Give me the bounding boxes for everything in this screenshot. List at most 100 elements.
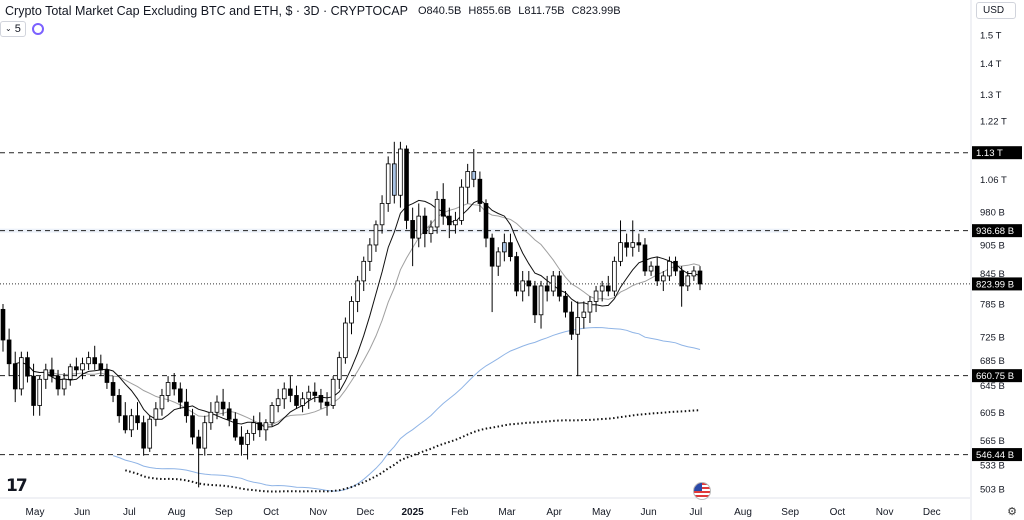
indicator-circle-icon[interactable] [31, 23, 44, 35]
candle [116, 388, 122, 423]
y-tick-label: 605 B [980, 408, 1005, 419]
time-axis[interactable]: May Jun Jul Aug Sep Oct Nov Dec 2025 Feb Mar Apr May… [0, 497, 970, 518]
candle-body [453, 220, 458, 226]
candle [159, 388, 165, 416]
symbol-title[interactable]: Crypto Total Market Cap Excluding BTC an… [5, 4, 408, 18]
level-tag-label: 546.44 B [976, 450, 1014, 461]
candle-body [245, 433, 250, 445]
candle-body [31, 375, 36, 406]
settings-gear-icon[interactable]: ⚙ [1007, 506, 1017, 518]
candle [667, 256, 672, 281]
candle-body [654, 265, 660, 282]
y-tick-label: 905 B [980, 240, 1005, 251]
candle [147, 415, 153, 452]
candle-body [269, 405, 275, 424]
candle-body [184, 401, 189, 417]
candle-body [502, 242, 507, 253]
candle-body [404, 148, 409, 221]
candle-body [135, 415, 140, 424]
candle [428, 220, 434, 243]
y-tick-label: 685 B [980, 356, 1005, 367]
candle [19, 351, 24, 396]
candle-body [447, 215, 452, 226]
candle-body [471, 171, 477, 180]
candle-body [275, 398, 281, 406]
candle-body [667, 260, 672, 277]
candle-body [508, 242, 513, 257]
open-value: O840.5B [417, 5, 462, 17]
candle-body [618, 242, 623, 262]
x-tick-label: Jun [74, 507, 90, 518]
candle [526, 271, 532, 297]
candle-body [691, 270, 697, 277]
candle [661, 271, 666, 292]
candle-body [367, 244, 373, 262]
candle [343, 317, 348, 364]
candle [257, 412, 263, 438]
y-tick-label: 565 B [980, 436, 1005, 447]
candle-body [141, 422, 146, 449]
candle [294, 385, 299, 409]
candle [202, 415, 208, 456]
candles [0, 141, 703, 488]
candle [392, 141, 397, 204]
candle [336, 351, 342, 389]
candle-body [67, 366, 73, 380]
candle [153, 402, 159, 427]
interval-selector[interactable]: ⌄ 5 [0, 21, 26, 37]
candle [379, 195, 385, 234]
candle-body [648, 265, 654, 272]
candle [86, 351, 91, 370]
candle-body [336, 357, 342, 380]
candle-body [178, 388, 183, 403]
candle-body [483, 203, 489, 239]
candle [471, 149, 477, 188]
candle-body [306, 391, 311, 400]
candle [55, 369, 61, 396]
candle-body [233, 418, 238, 438]
candle-body [355, 280, 360, 302]
candle-body [343, 322, 348, 359]
candle [495, 247, 501, 276]
currency-selector[interactable]: USD [976, 2, 1016, 19]
candle-body [593, 290, 599, 302]
candle-body [55, 375, 61, 390]
candle-body [19, 357, 24, 390]
close-value: C823.99B [571, 5, 621, 17]
candle-body [489, 237, 495, 267]
candle-body [61, 378, 67, 390]
price-axis[interactable]: 1.5 T 1.4 T 1.3 T 1.22 T 1.06 T 980 B 905 B 845… [970, 0, 1022, 520]
candle-body [196, 436, 201, 449]
candle-body [104, 369, 110, 383]
candle [593, 285, 599, 313]
candle [300, 392, 305, 413]
candle-body [673, 260, 678, 272]
candle [184, 388, 189, 423]
candle-body [226, 408, 232, 420]
candle-body [569, 311, 574, 335]
low-value: L811.75B [518, 5, 565, 17]
tradingview-logo-icon[interactable]: 17 [6, 476, 28, 496]
candle-body [361, 260, 367, 282]
candle [361, 256, 367, 292]
level-tag [972, 224, 1022, 238]
candle [550, 271, 556, 297]
candle [306, 385, 311, 409]
us-flag-icon[interactable] [693, 482, 711, 500]
candle-body [422, 215, 428, 235]
candle [208, 402, 214, 430]
candle-body [514, 256, 519, 292]
candle-body [129, 415, 134, 431]
candle-body [6, 339, 12, 365]
candle-body [0, 308, 6, 341]
candle-body [12, 363, 18, 390]
candle [165, 376, 171, 403]
candle-body [288, 388, 293, 396]
candle [514, 251, 519, 297]
candle-body [465, 171, 470, 188]
candle [220, 388, 226, 416]
candle [410, 207, 415, 267]
candle [49, 357, 55, 383]
candle [679, 266, 684, 307]
